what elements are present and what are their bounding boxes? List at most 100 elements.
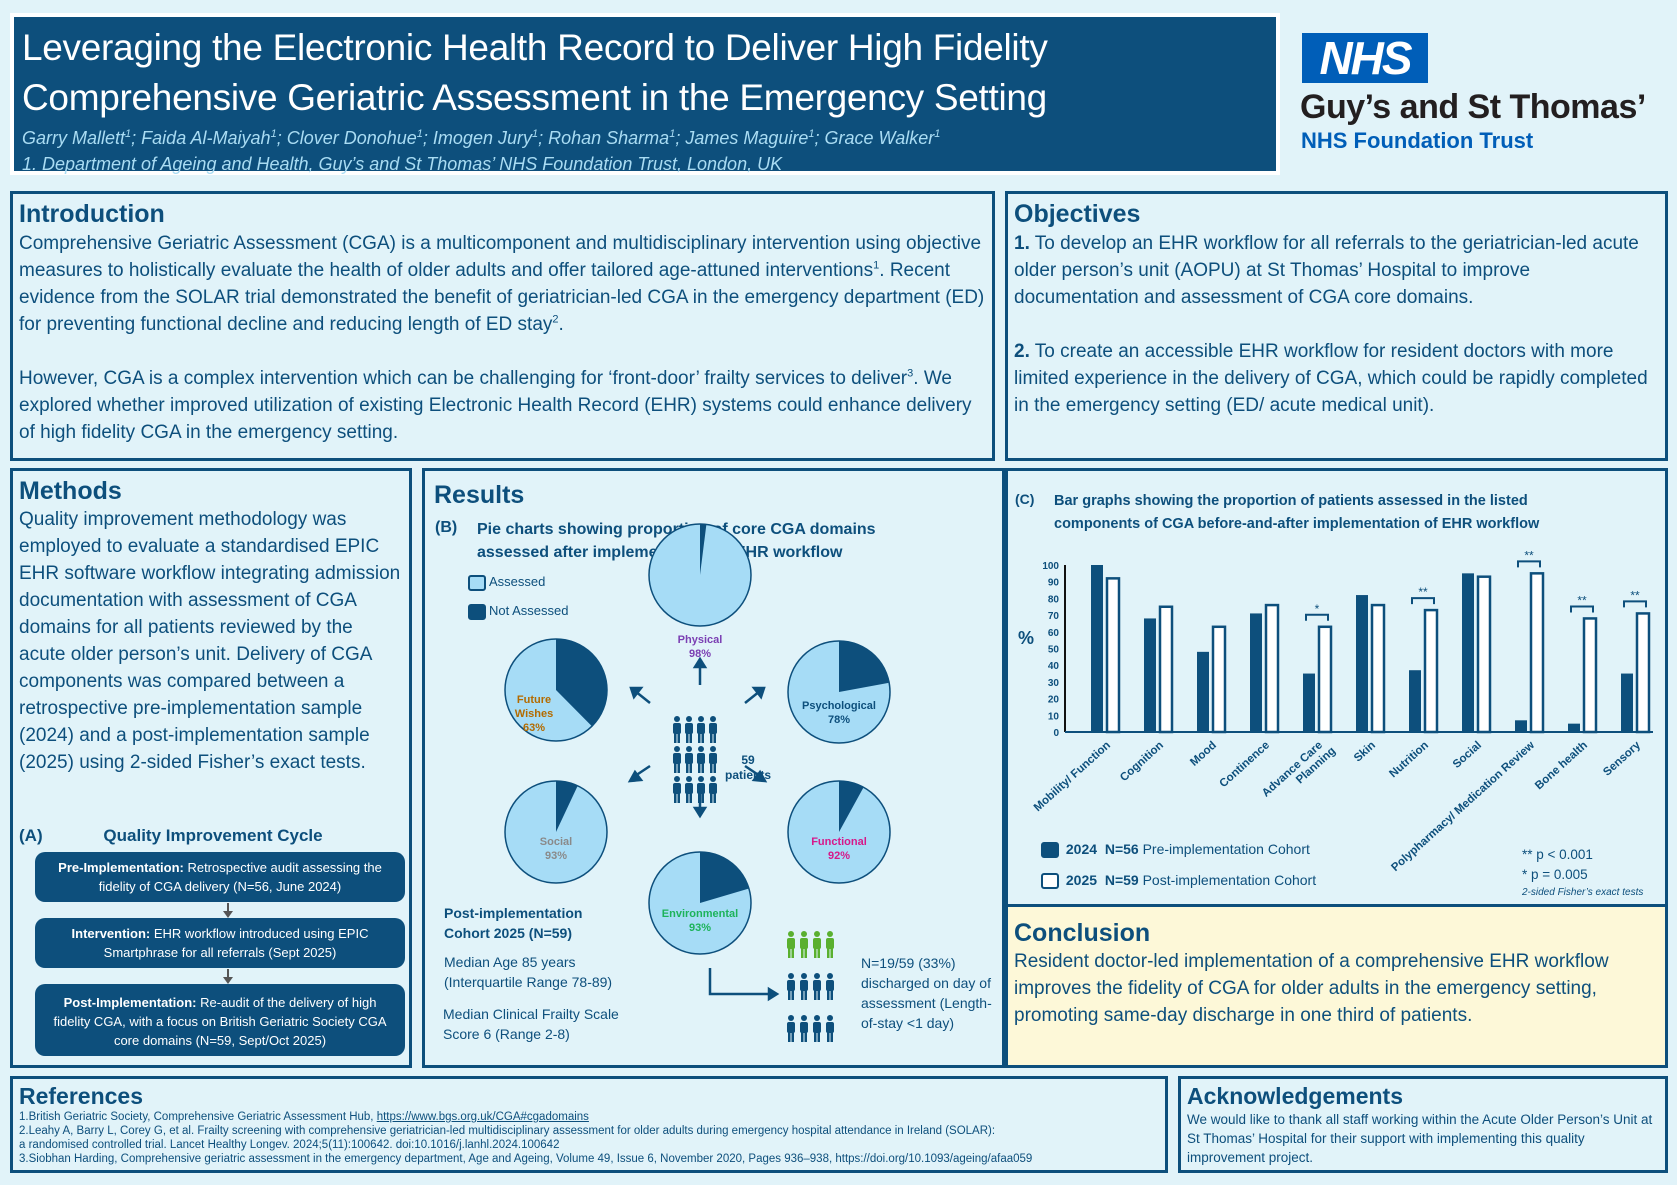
reference-3: 3.Siobhan Harding, Comprehensive geriatr… <box>19 1153 1033 1165</box>
x-axis-label: Bone health <box>1533 739 1590 792</box>
bar-2025 <box>1317 625 1333 734</box>
author: Garry Mallett <box>22 128 126 148</box>
bar-2024 <box>1515 720 1527 732</box>
arrow-down-icon <box>223 911 233 918</box>
introduction-paragraph-2: However, CGA is a complex intervention w… <box>19 367 972 443</box>
author: Faida Al-Maiyah <box>141 128 271 148</box>
pie-charts <box>504 523 891 1042</box>
bar-2025 <box>1158 605 1174 734</box>
bar-chart: 0 10 20 30 40 50 60 70 80 90 100 Mobility/ Function… <box>1008 471 1671 906</box>
poster-header: Leveraging the Electronic Health Record … <box>10 13 1280 175</box>
reference-1: 1.British Geriatric Society, Comprehensi… <box>19 1111 589 1123</box>
pie-label-psychological: Psychological 78% <box>802 700 876 726</box>
post-implementation-swatch <box>1041 873 1059 890</box>
bar-2024 <box>1144 618 1156 732</box>
arrow-down-icon <box>223 977 233 984</box>
svg-text:30: 30 <box>1048 678 1060 689</box>
bar-2024 <box>1621 673 1633 732</box>
reference-2: 2.Leahy A, Barry L, Corey G, et al. Frai… <box>19 1125 996 1137</box>
objective-2: 2. To create an accessible EHR workflow … <box>1014 341 1648 416</box>
pie-section-label: (B) <box>435 519 458 536</box>
patient-count: 59 patients <box>725 753 772 782</box>
author-list: Garry Mallett1; Faida Al-Maiyah1; Clover… <box>22 128 941 148</box>
bar-2024 <box>1462 573 1474 732</box>
affiliation: 1. Department of Ageing and Health, Guy’… <box>22 154 783 174</box>
cohort-median-age: Median Age 85 years (Interquartile Range … <box>444 954 613 990</box>
pie-label-physical: Physical 98% <box>677 634 723 660</box>
x-axis-label: Continence <box>1217 739 1272 790</box>
fisher-note: 2-sided Fisher’s exact tests <box>1522 887 1644 898</box>
pie-label-environmental: Environmental 93% <box>661 908 739 934</box>
introduction-heading: Introduction <box>19 200 165 228</box>
conclusion-text: Resident doctor-led implementation of a … <box>1014 951 1609 1026</box>
discharged-patients-icon <box>787 931 834 958</box>
pie-psychological <box>787 640 891 744</box>
bar-2025 <box>1264 603 1280 734</box>
methods-text: Quality improvement methodology was empl… <box>19 509 401 773</box>
poster-title-line-1: Leveraging the Electronic Health Record … <box>22 27 1048 68</box>
svg-text:10: 10 <box>1048 711 1060 722</box>
svg-text:100: 100 <box>1042 561 1059 572</box>
acknowledgements-heading: Acknowledgements <box>1187 1083 1403 1109</box>
significance-legend: ** p < 0.001 * p = 0.005 <box>1522 847 1593 882</box>
conclusion-heading: Conclusion <box>1014 919 1151 947</box>
bar-2024 <box>1197 651 1209 732</box>
svg-text:20: 20 <box>1048 695 1060 706</box>
pie-functional <box>787 780 891 884</box>
pie-future-wishes <box>504 638 608 742</box>
pie-physical <box>648 523 752 627</box>
cohort-title: Post-implementation Cohort 2025 (N=59) <box>444 905 583 941</box>
svg-text:40: 40 <box>1048 661 1060 672</box>
qi-label: (A) <box>19 826 43 845</box>
x-axis-label: Mood <box>1188 739 1219 768</box>
bar-2024 <box>1091 565 1103 732</box>
arrow-down-icon <box>227 903 229 913</box>
results-heading: Results <box>434 481 525 509</box>
objectives-panel: Objectives 1. To develop an EHR workflow… <box>1005 191 1668 461</box>
x-axis-label: Mobility/ Function <box>1032 739 1113 814</box>
author: Rohan Sharma <box>548 128 670 148</box>
qi-step-pre-implementation: Pre-Implementation: Retrospective audit … <box>35 852 405 902</box>
pie-label-functional: Functional 92% <box>811 836 867 862</box>
trust-subtitle: NHS Foundation Trust <box>1301 128 1534 153</box>
svg-text:*: * <box>1315 602 1320 616</box>
svg-text:90: 90 <box>1048 578 1060 589</box>
bar-2024 <box>1356 595 1368 732</box>
author: Grace Walker <box>824 128 935 148</box>
reference-2-cont: a randomised controlled trial. Lancet He… <box>19 1139 560 1151</box>
svg-text:70: 70 <box>1048 611 1060 622</box>
pre-implementation-swatch <box>1041 842 1059 859</box>
x-axis-label: Social <box>1451 739 1484 771</box>
bar-chart-svg: 0 10 20 30 40 50 60 70 80 90 100 Mobility/ Function… <box>1032 548 1653 874</box>
x-axis-label: Nutrition <box>1387 739 1431 780</box>
pie-legend-assessed: Assessed <box>468 574 545 591</box>
bar-section-title: Bar graphs showing the proportion of pat… <box>1054 493 1540 532</box>
objectives-heading: Objectives <box>1014 200 1141 228</box>
methods-heading: Methods <box>19 477 122 505</box>
reference-1-link[interactable]: https://www.bgs.org.uk/CGA#cgadomains <box>376 1111 589 1123</box>
author: Clover Donohue <box>286 128 417 148</box>
x-axis-label: Skin <box>1352 739 1378 764</box>
x-axis-label: Sensory <box>1601 739 1643 779</box>
qi-step-intervention: Intervention: EHR workflow introduced us… <box>35 918 405 968</box>
conclusion-panel: Conclusion Resident doctor-led implement… <box>1005 904 1668 1068</box>
assessed-swatch <box>468 574 486 591</box>
bar-2025 <box>1635 612 1651 734</box>
nhs-logo: NHS <box>1302 33 1428 83</box>
bar-legend-2024: 2024 N=56 Pre-implementation Cohort <box>1041 841 1310 859</box>
x-axis-label: Cognition <box>1118 739 1166 784</box>
bar-2025 <box>1423 608 1439 734</box>
author: James Maguire <box>685 128 809 148</box>
bar-2024 <box>1409 670 1421 732</box>
discharge-stat: N=19/59 (33%) discharged on day of assessm… <box>861 955 992 1031</box>
arrow-down-icon <box>227 969 229 979</box>
cohort-frailty-score: Median Clinical Frailty Scale Score 6 (Ra… <box>443 1006 619 1042</box>
author: Imogen Jury <box>432 128 532 148</box>
qi-title: Quality Improvement Cycle <box>103 826 323 845</box>
y-axis-label: % <box>1018 628 1035 648</box>
objective-1: 1. To develop an EHR workflow for all re… <box>1014 233 1639 308</box>
introduction-paragraph-1: Comprehensive Geriatric Assessment (CGA)… <box>19 233 985 335</box>
bar-2025 <box>1582 617 1598 734</box>
bar-2025 <box>1211 625 1227 734</box>
bar-2025 <box>1529 572 1545 734</box>
